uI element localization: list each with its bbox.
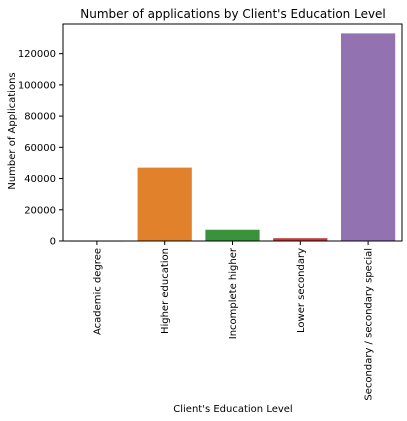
y-tick-label-4: 80000 xyxy=(24,112,56,123)
y-tick-label-0: 0 xyxy=(50,237,56,248)
x-tick-label-3: Lower secondary xyxy=(296,248,307,333)
bar-2 xyxy=(205,229,260,241)
bars xyxy=(69,33,396,242)
y-tick-label-3: 60000 xyxy=(24,143,56,154)
y-tick-label-6: 120000 xyxy=(18,49,56,60)
chart-title: Number of applications by Client's Educa… xyxy=(80,7,386,21)
plot-frame xyxy=(62,23,403,242)
x-axis-label: Client's Education Level xyxy=(173,404,292,415)
x-axis-ticks: Academic degree Higher education Incomplet… xyxy=(92,241,375,401)
x-tick-label-2: Incomplete higher xyxy=(228,247,239,339)
y-tick-label-5: 100000 xyxy=(18,80,56,91)
y-axis-ticks: 0 20000 40000 60000 80000 100000 120000 xyxy=(18,49,63,248)
x-tick-label-4: Secondary / secondary special xyxy=(364,248,375,401)
x-tick-label-1: Higher education xyxy=(160,248,171,334)
y-axis-label: Number of Applications xyxy=(7,72,18,189)
bar-1 xyxy=(137,167,192,241)
y-tick-label-1: 20000 xyxy=(24,205,56,216)
x-tick-label-0: Academic degree xyxy=(92,248,103,335)
bar-4 xyxy=(340,33,396,242)
y-tick-label-2: 40000 xyxy=(24,174,56,185)
bar-3 xyxy=(273,238,328,241)
